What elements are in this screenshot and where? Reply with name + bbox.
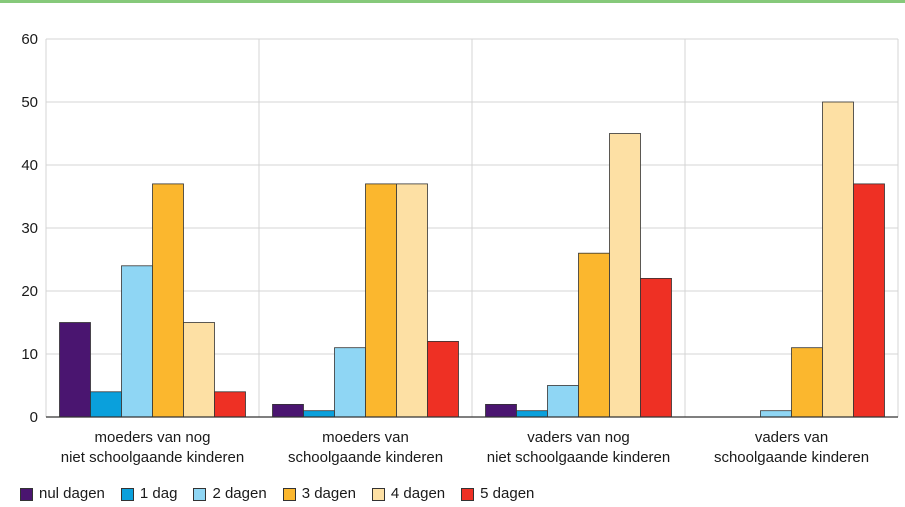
y-tick-label: 0	[30, 409, 38, 426]
legend-item: 4 dagen	[371, 485, 446, 502]
bar-1-dag-3	[516, 410, 548, 418]
category-labels: moeders van nog niet schoolgaande kindere…	[61, 429, 869, 466]
legend-swatch	[120, 487, 134, 501]
legend-label: 2 dagen	[212, 485, 267, 502]
y-tick-label: 20	[21, 283, 38, 300]
legend-label: nul dagen	[39, 485, 105, 502]
legend-label: 5 dagen	[480, 485, 535, 502]
bar-1-dag-1	[90, 391, 122, 418]
bar-4-dagen-4	[822, 101, 854, 418]
bar-nul-dagen-1	[59, 322, 91, 418]
y-tick-label: 40	[21, 157, 38, 174]
legend-swatch	[282, 487, 296, 501]
top-rule	[0, 0, 905, 3]
legend-label: 1 dag	[139, 485, 178, 502]
bar-3-dagen-4	[791, 347, 823, 418]
bar-5-dagen-1	[214, 391, 246, 418]
bar-chart: 0 10 20 30 40 50 60 moeders van nog niet school…	[21, 31, 899, 466]
category-label: vaders van schoolgaande kinderen	[714, 429, 869, 466]
legend-item: 3 dagen	[282, 485, 356, 502]
bar-4-dagen-2	[396, 183, 428, 418]
bar-5-dagen-3	[640, 277, 672, 418]
bar-4-dagen-1	[183, 322, 215, 418]
legend-label: 4 dagen	[390, 485, 446, 502]
legend-item: 5 dagen	[461, 486, 534, 502]
bar-2-dagen-4	[760, 410, 792, 418]
bar-2-dagen-3	[547, 385, 579, 418]
bar-5-dagen-4	[853, 183, 885, 418]
bar-nul-dagen-2	[272, 403, 304, 418]
legend-item: nul dagen	[20, 486, 105, 502]
legend-label: 3 dagen	[301, 485, 356, 502]
y-tick-label: 50	[21, 94, 38, 111]
y-axis-ticks: 0 10 20 30 40 50 60	[21, 31, 38, 426]
category-label: vaders van nog niet schoolgaande kinderen	[487, 429, 670, 466]
legend: nul dagen 1 dag 2 dagen 3 dagen 4 dagen 5 dag…	[20, 486, 550, 502]
y-tick-label: 10	[21, 346, 38, 363]
legend-swatch	[193, 487, 207, 501]
category-label: moeders van schoolgaande kinderen	[288, 429, 443, 466]
legend-swatch	[20, 487, 33, 501]
y-tick-label: 60	[21, 31, 38, 48]
legend-item: 2 dagen	[193, 485, 267, 502]
legend-item: 1 dag	[120, 485, 178, 502]
legend-swatch	[371, 487, 385, 501]
bars	[59, 101, 885, 418]
bar-1-dag-2	[303, 410, 335, 418]
bar-2-dagen-2	[334, 347, 366, 418]
bar-3-dagen-3	[578, 252, 610, 418]
legend-swatch	[461, 487, 475, 501]
bar-3-dagen-2	[365, 183, 397, 418]
bar-5-dagen-2	[427, 340, 459, 418]
bar-2-dagen-1	[121, 265, 153, 418]
category-label: moeders van nog niet schoolgaande kindere…	[61, 429, 244, 466]
bar-nul-dagen-3	[485, 403, 517, 418]
bar-4-dagen-3	[609, 133, 641, 418]
bar-3-dagen-1	[152, 183, 184, 418]
grid	[45, 38, 899, 417]
y-tick-label: 30	[21, 220, 38, 237]
